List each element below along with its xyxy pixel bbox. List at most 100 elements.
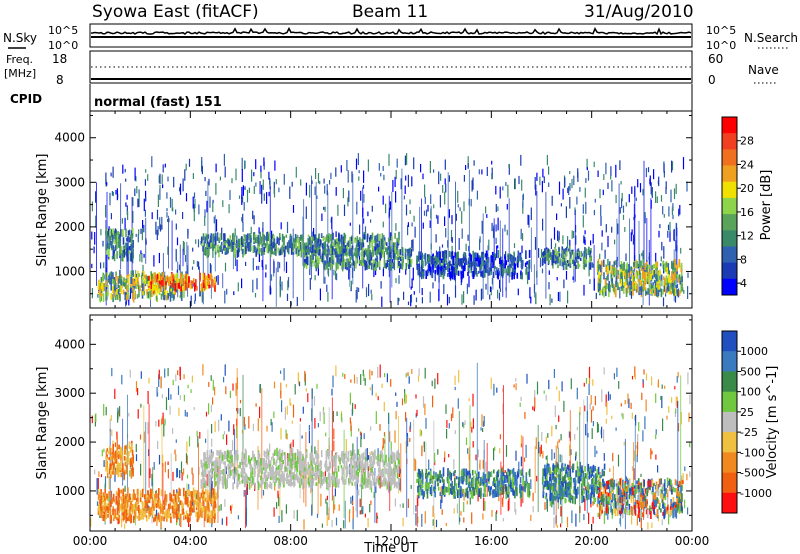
echo-cell xyxy=(102,514,104,519)
echo-cell xyxy=(189,512,191,517)
echo-cell xyxy=(389,232,392,241)
echo-cell xyxy=(419,429,421,437)
echo-cell xyxy=(638,220,640,294)
echo-cell xyxy=(343,520,345,529)
echo-cell xyxy=(593,209,595,216)
echo-cell xyxy=(666,287,668,293)
echo-cell xyxy=(636,454,638,463)
echo-cell xyxy=(151,473,153,482)
echo-cell xyxy=(99,502,102,512)
echo-cell xyxy=(268,232,271,241)
echo-cell xyxy=(631,229,633,235)
echo-cell xyxy=(292,249,295,255)
echo-cell xyxy=(408,264,410,269)
echo-cell xyxy=(262,232,264,242)
echo-cell xyxy=(96,501,99,506)
echo-cell xyxy=(101,282,104,291)
echo-cell xyxy=(401,247,404,255)
echo-cell xyxy=(216,232,219,241)
echo-cell xyxy=(255,234,257,238)
echo-cell xyxy=(123,471,125,480)
echo-cell xyxy=(482,270,485,278)
echo-cell xyxy=(413,157,415,170)
echo-cell xyxy=(551,498,553,508)
echo-cell xyxy=(315,181,317,272)
echo-cell xyxy=(645,399,647,412)
echo-cell xyxy=(182,283,185,289)
echo-cell xyxy=(492,275,494,290)
echo-cell xyxy=(663,276,665,280)
echo-cell xyxy=(444,159,446,170)
echo-cell xyxy=(142,508,144,513)
echo-cell xyxy=(153,517,155,523)
echo-cell xyxy=(118,444,120,450)
echo-cell xyxy=(171,198,173,211)
echo-cell xyxy=(673,188,676,200)
echo-cell xyxy=(650,289,652,293)
echo-cell xyxy=(396,242,399,246)
echo-cell xyxy=(252,423,254,431)
echo-cell xyxy=(147,422,149,434)
echo-cell xyxy=(185,496,188,505)
echo-cell xyxy=(645,277,648,284)
echo-cell xyxy=(676,376,678,383)
echo-cell xyxy=(113,250,115,254)
echo-cell xyxy=(224,251,227,255)
echo-cell xyxy=(292,238,295,243)
echo-cell xyxy=(156,392,159,397)
echo-cell xyxy=(191,508,193,512)
echo-cell xyxy=(662,289,664,295)
echo-cell xyxy=(120,472,122,478)
echo-cell xyxy=(95,215,97,228)
echo-cell xyxy=(117,492,119,502)
echo-cell xyxy=(496,387,498,393)
echo-cell xyxy=(486,166,488,176)
echo-cell xyxy=(241,429,243,434)
echo-cell xyxy=(279,469,281,516)
echo-cell xyxy=(310,236,313,241)
echo-cell xyxy=(636,286,639,293)
echo-cell xyxy=(444,451,446,459)
echo-cell xyxy=(100,229,102,236)
echo-cell xyxy=(122,250,124,254)
echo-cell xyxy=(204,216,206,226)
echo-cell xyxy=(369,479,371,490)
echo-cell xyxy=(324,276,326,284)
echo-cell xyxy=(458,411,460,525)
echo-cell xyxy=(463,502,465,513)
echo-cell xyxy=(209,275,211,281)
echo-cell xyxy=(423,441,425,452)
echo-cell xyxy=(127,276,130,284)
echo-cell xyxy=(415,394,417,399)
echo-cell xyxy=(252,210,254,220)
echo-cell xyxy=(155,509,158,519)
echo-cell xyxy=(425,209,428,217)
echo-cell xyxy=(626,276,629,282)
echo-cell xyxy=(256,248,258,252)
echo-cell xyxy=(504,261,506,269)
echo-cell xyxy=(305,206,307,219)
echo-cell xyxy=(436,254,438,257)
echo-cell xyxy=(405,204,408,216)
echo-cell xyxy=(221,227,223,240)
echo-cell xyxy=(387,251,389,255)
echo-cell xyxy=(283,246,285,253)
echo-cell xyxy=(354,238,356,244)
echo-cell xyxy=(617,274,619,279)
echo-cell xyxy=(174,283,177,292)
echo-cell xyxy=(209,449,211,458)
echo-cell xyxy=(156,209,159,220)
echo-cell xyxy=(415,297,418,303)
echo-cell xyxy=(476,263,479,267)
echo-cell xyxy=(548,251,550,255)
echo-cell xyxy=(409,199,411,205)
echo-cell xyxy=(527,214,529,225)
echo-cell xyxy=(243,246,246,256)
echo-cell xyxy=(504,470,506,474)
echo-cell xyxy=(213,470,215,512)
echo-cell xyxy=(296,237,298,243)
echo-cell xyxy=(395,410,397,420)
echo-cell xyxy=(208,178,210,186)
echo-cell xyxy=(344,262,347,270)
echo-cell xyxy=(616,281,619,291)
